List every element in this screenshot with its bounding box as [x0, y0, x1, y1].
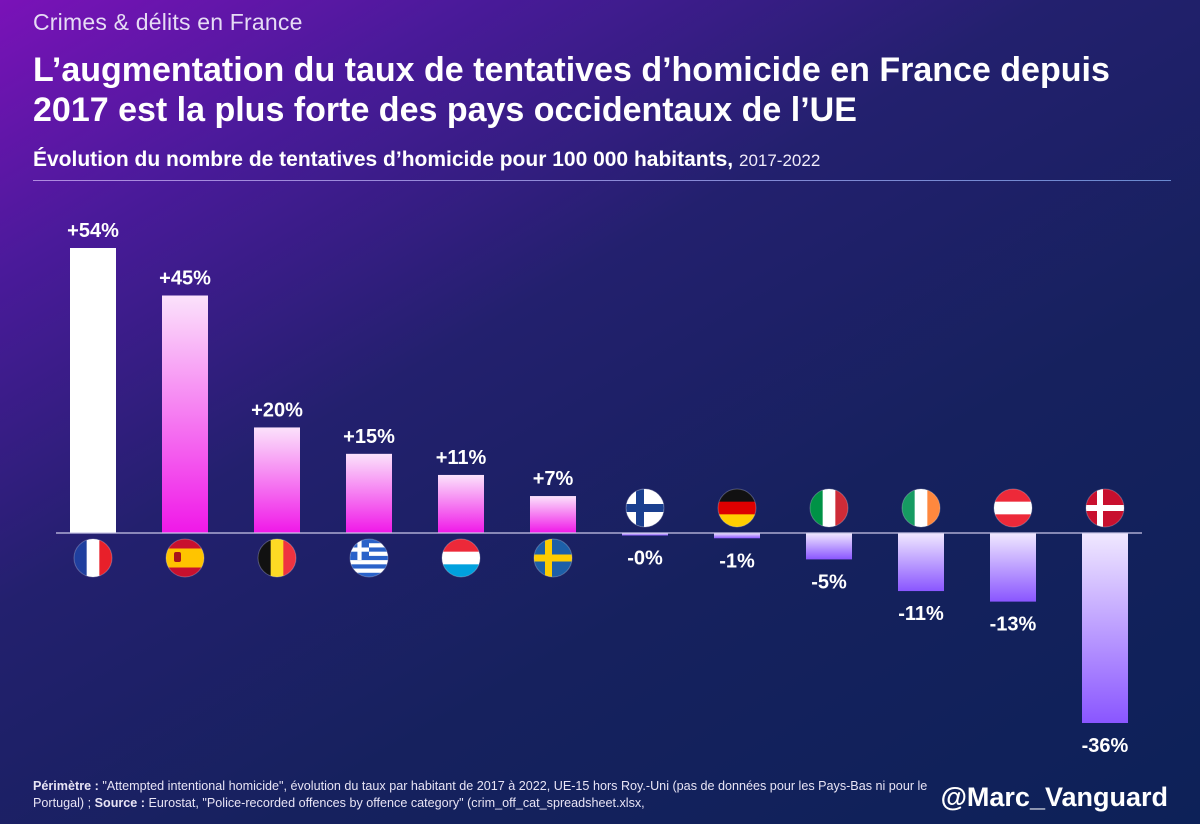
flag-suede-icon — [533, 538, 573, 578]
bar-finlande — [622, 533, 668, 536]
subtitle-years: 2017-2022 — [738, 151, 821, 170]
value-label-irlande: -11% — [898, 603, 944, 625]
flag-allemagne-icon — [717, 488, 757, 528]
bar-belgique — [254, 427, 300, 533]
value-label-autriche: -13% — [990, 614, 1037, 636]
flag-espagne-icon — [165, 538, 205, 578]
title-rule — [33, 180, 1171, 181]
perimetre-label: Périmètre : — [33, 779, 99, 793]
value-label-danemark: -36% — [1082, 735, 1129, 757]
bar-france — [70, 248, 116, 533]
flag-finlande-icon — [625, 488, 665, 528]
flag-irlande-icon — [901, 488, 941, 528]
value-label-italie: -5% — [811, 571, 847, 593]
source-text: Eurostat, "Police-recorded offences by o… — [148, 796, 645, 810]
value-label-espagne: +45% — [159, 268, 211, 290]
bar-allemagne — [714, 533, 760, 539]
flag-autriche-icon — [993, 488, 1033, 528]
bar-italie — [806, 533, 852, 560]
subtitle-main: Évolution du nombre de tentatives d’homi… — [33, 148, 734, 171]
flags-layer — [73, 488, 1125, 578]
value-label-france: +54% — [67, 220, 119, 242]
chart-subtitle: Évolution du nombre de tentatives d’homi… — [33, 148, 820, 172]
bars-layer — [70, 248, 1128, 723]
flag-france-icon — [73, 538, 113, 578]
bar-espagne — [162, 295, 208, 533]
value-label-suede: +7% — [533, 468, 574, 490]
bar-autriche — [990, 533, 1036, 602]
bar-danemark — [1082, 533, 1128, 723]
author-handle: @Marc_Vanguard — [940, 782, 1168, 812]
flag-danemark-icon — [1085, 488, 1125, 528]
source-label: Source : — [94, 796, 145, 810]
bar-luxembourg — [438, 474, 484, 533]
flag-belgique-icon — [257, 538, 297, 578]
bar-grece — [346, 453, 392, 533]
bar-suede — [530, 496, 576, 533]
flag-luxembourg-icon — [441, 538, 481, 578]
value-label-allemagne: -1% — [719, 550, 755, 572]
value-label-grece: +15% — [343, 426, 395, 448]
value-labels-layer: +54% +45% +20% +15% +11% +7% -0% -1% -5% -11% -13%… — [67, 220, 1128, 757]
perimetre-text: "Attempted intentional homicide", évolut… — [33, 779, 928, 810]
value-label-finlande: -0% — [627, 548, 663, 570]
flag-italie-icon — [809, 488, 849, 528]
value-label-belgique: +20% — [251, 399, 303, 421]
footnote: Périmètre : "Attempted intentional homic… — [33, 778, 933, 812]
flag-grece-icon — [349, 538, 389, 578]
page-title: L’augmentation du taux de tentatives d’h… — [33, 51, 1110, 129]
kicker: Crimes & délits en France — [33, 9, 303, 35]
bar-irlande — [898, 533, 944, 592]
value-label-luxembourg: +11% — [436, 447, 487, 469]
